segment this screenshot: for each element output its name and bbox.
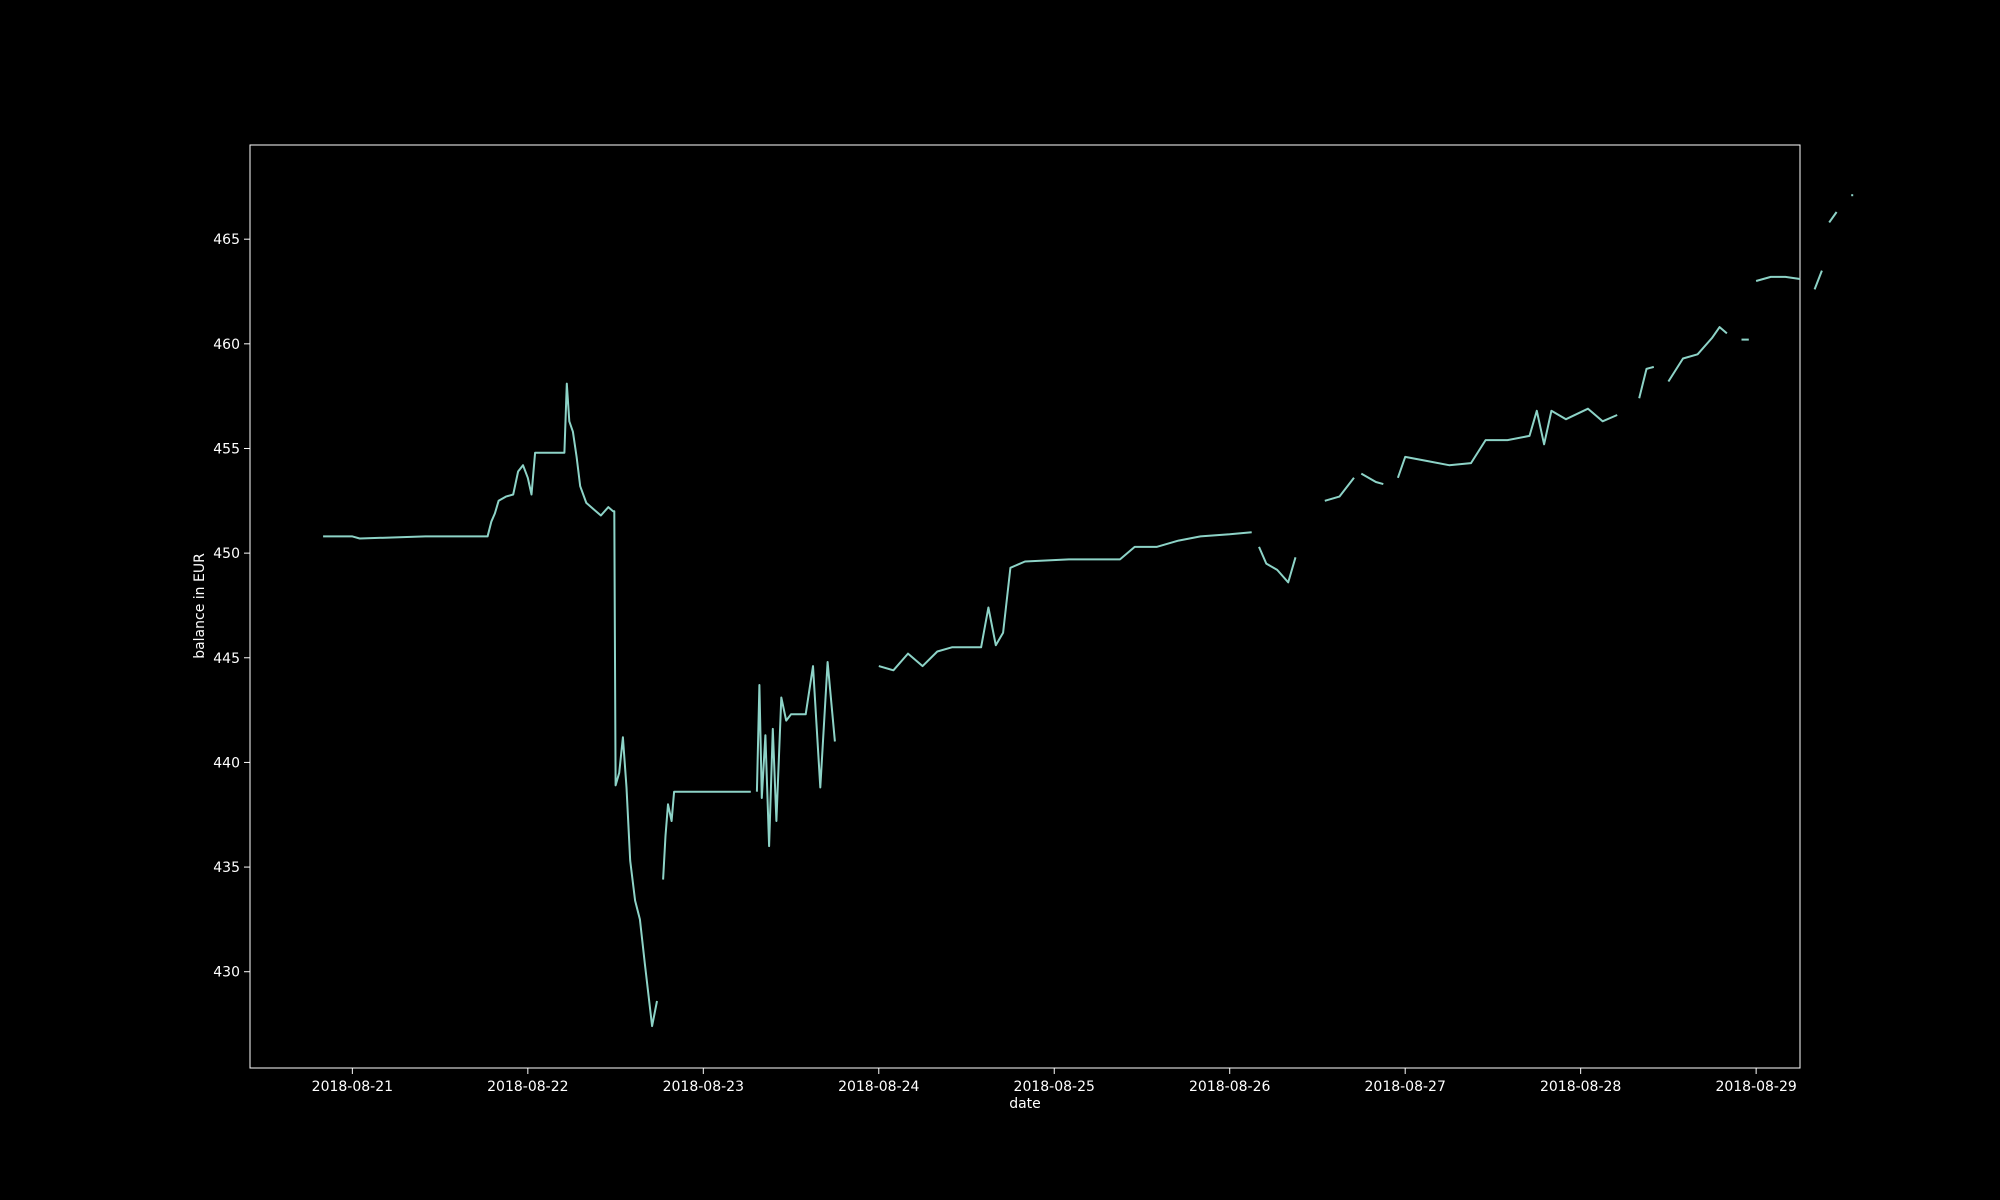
x-tick-label: 2018-08-29 (1715, 1079, 1796, 1095)
balance-line-segment (1667, 326, 1728, 383)
x-tick-label: 2018-08-22 (487, 1079, 568, 1095)
axis-ticks: 2018-08-21 2018-08-22 2018-08-23 2018-08-24… (213, 232, 1797, 1095)
y-tick-label: 460 (213, 337, 240, 353)
balance-line-segment (662, 790, 751, 880)
x-tick-label: 2018-08-25 (1014, 1079, 1095, 1095)
x-tick-label: 2018-08-26 (1189, 1079, 1270, 1095)
balance-line-segment (1813, 270, 1823, 290)
y-tick-label: 455 (213, 441, 240, 457)
series-lines (323, 194, 1854, 1028)
balance-line-segment (1755, 275, 1801, 282)
balance-line-segment (1638, 365, 1655, 399)
y-tick-label: 465 (213, 232, 240, 248)
x-tick-label: 2018-08-23 (663, 1079, 744, 1095)
balance-line-segment (1396, 407, 1618, 479)
balance-line-segment (878, 531, 1252, 672)
x-axis-label: date (1009, 1096, 1041, 1112)
x-tick-label: 2018-08-21 (312, 1079, 393, 1095)
balance-line-segment (1360, 472, 1384, 486)
y-tick-label: 450 (213, 546, 240, 562)
y-tick-label: 430 (213, 965, 240, 981)
balance-line-segment (1828, 211, 1838, 223)
y-tick-label: 445 (213, 651, 240, 667)
balance-line-segment (1324, 477, 1355, 502)
x-tick-label: 2018-08-27 (1365, 1079, 1446, 1095)
plot-area-frame (249, 144, 1801, 1069)
x-tick-label: 2018-08-24 (838, 1079, 919, 1095)
y-tick-label: 440 (213, 755, 240, 771)
balance-line-segment (1258, 546, 1297, 584)
y-axis-label: balance in EUR (192, 553, 208, 659)
balance-line-segment (755, 661, 836, 848)
y-tick-label: 435 (213, 860, 240, 876)
balance-line-segment (323, 382, 658, 1028)
x-tick-label: 2018-08-28 (1540, 1079, 1621, 1095)
